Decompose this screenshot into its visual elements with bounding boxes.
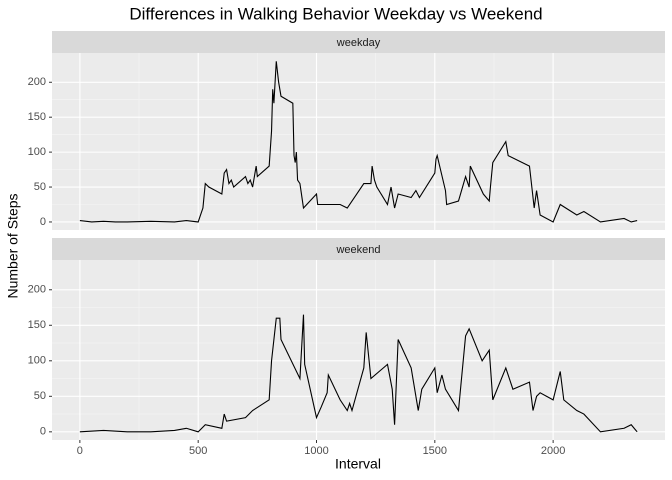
y-tick-label: 0 — [40, 426, 46, 438]
y-tick-label: 0 — [40, 216, 46, 228]
y-tick-label: 50 — [34, 181, 46, 193]
y-axis-title: Number of Steps — [5, 193, 21, 298]
line — [79, 314, 638, 433]
strip-label: weekday — [336, 37, 381, 49]
x-tick-label: 500 — [189, 445, 207, 457]
x-axis-title: Interval — [335, 456, 381, 472]
chart-title: Differences in Walking Behavior Weekday … — [129, 4, 542, 23]
y-tick-label: 150 — [28, 111, 46, 123]
x-tick-label: 1500 — [423, 445, 447, 457]
x-tick-label: 2000 — [541, 445, 565, 457]
strip — [52, 238, 665, 260]
y-tick-label: 150 — [28, 319, 46, 331]
y-tick-label: 100 — [28, 355, 46, 367]
y-tick-label: 200 — [28, 284, 46, 296]
x-tick-label: 0 — [77, 445, 83, 457]
y-tick-label: 100 — [28, 146, 46, 158]
x-tick-label: 1000 — [304, 445, 328, 457]
strip — [52, 31, 665, 53]
line — [79, 61, 638, 223]
strip-label: weekend — [335, 244, 380, 256]
panel-bg — [52, 260, 665, 440]
y-tick-label: 50 — [34, 390, 46, 402]
panel-bg — [52, 53, 665, 230]
y-tick-label: 200 — [28, 76, 46, 88]
